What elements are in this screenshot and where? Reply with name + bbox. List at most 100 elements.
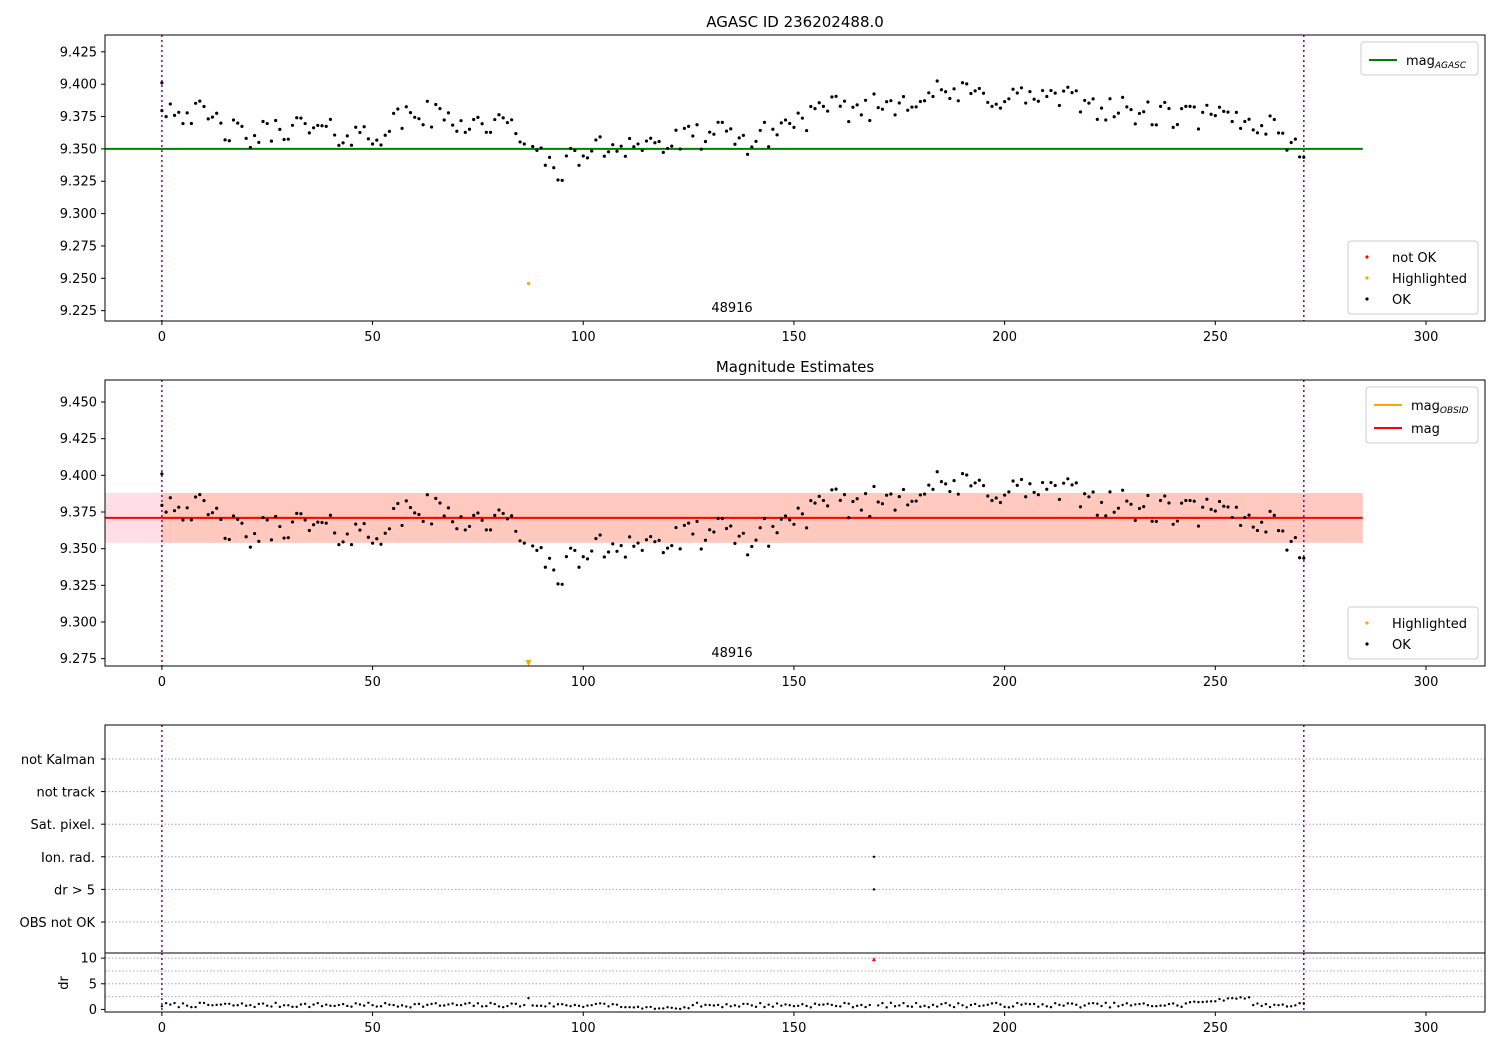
legend-label: Highlighted: [1392, 272, 1467, 287]
dr-point: [1222, 999, 1225, 1002]
data-point-ok: [699, 147, 703, 151]
data-point-ok: [906, 503, 910, 507]
data-point-ok: [531, 144, 535, 149]
dr-point: [834, 1004, 838, 1008]
data-point-ok: [745, 152, 750, 156]
data-point-ok: [290, 520, 295, 524]
dr-point: [792, 1004, 796, 1008]
x-tick-label: 150: [782, 1021, 807, 1036]
dr-point: [1146, 1003, 1150, 1007]
data-point-ok: [198, 492, 202, 497]
data-point-ok: [1095, 513, 1099, 517]
data-point-ok: [792, 522, 796, 526]
dr-point: [1235, 997, 1238, 1000]
data-point-ok: [379, 542, 383, 546]
data-point-ok: [927, 483, 931, 487]
data-point-ok: [349, 542, 354, 547]
data-point-ok: [472, 513, 476, 517]
data-point-ok: [893, 508, 897, 512]
data-point-ok: [653, 540, 657, 544]
data-point-ok: [1104, 118, 1108, 122]
data-point-ok: [1078, 110, 1083, 114]
dr-point: [1138, 1002, 1141, 1006]
data-point-ok: [451, 123, 455, 127]
data-point-ok: [880, 107, 885, 111]
data-point-ok: [800, 512, 804, 516]
legend-label: mag: [1411, 422, 1440, 437]
data-point-ok: [1091, 490, 1095, 494]
data-point-ok: [286, 536, 290, 540]
dr-point: [1289, 1005, 1293, 1008]
dr-point: [754, 1005, 758, 1009]
dr-point: [594, 1002, 598, 1006]
flag-label: dr > 5: [54, 883, 95, 898]
dr-point: [544, 1005, 547, 1008]
data-point-ok: [965, 82, 969, 86]
dr-point: [1062, 1004, 1065, 1007]
data-point-ok: [863, 98, 868, 102]
dr-point: [973, 1002, 977, 1006]
data-point-ok: [1251, 525, 1255, 529]
data-point-ok: [467, 127, 472, 131]
data-point-ok: [413, 115, 417, 119]
data-point-ok: [939, 480, 944, 484]
dr-point: [1171, 1002, 1175, 1005]
data-point-ok: [497, 508, 501, 512]
dr-point: [497, 1005, 501, 1008]
data-point-ok: [800, 116, 804, 120]
dr-point: [1100, 1004, 1103, 1008]
data-point-ok: [628, 136, 632, 141]
dr-point: [1277, 1003, 1280, 1007]
data-point-ok: [1205, 497, 1209, 501]
data-point-ok: [935, 79, 939, 83]
data-point-ok: [1289, 140, 1293, 145]
dr-point: [750, 1004, 754, 1007]
data-point-ok: [636, 142, 640, 146]
dr-point: [443, 1004, 446, 1007]
data-point-ok: [1116, 111, 1121, 115]
dr-point: [569, 1004, 572, 1008]
dr-point: [1163, 1004, 1166, 1007]
data-point-ok: [1019, 477, 1024, 482]
dr-point: [223, 1002, 227, 1005]
data-point-ok: [463, 130, 467, 134]
data-point-ok: [1222, 109, 1226, 114]
data-point-ok: [392, 506, 396, 511]
data-point-ok: [522, 142, 526, 146]
data-point-ok: [577, 565, 581, 569]
dr-point: [893, 1005, 897, 1008]
dr-point: [215, 1003, 218, 1007]
y-tick-label: 9.300: [60, 207, 97, 222]
data-point-ok: [1192, 105, 1196, 109]
dr-point: [438, 1004, 442, 1007]
dr-point: [337, 1003, 341, 1007]
x-tick-label: 300: [1414, 675, 1439, 690]
dr-point: [169, 1003, 172, 1006]
data-point-ok: [316, 520, 320, 524]
data-point-ok: [939, 88, 944, 92]
dr-point: [1032, 1002, 1036, 1006]
dr-point: [577, 1004, 581, 1008]
data-point-ok: [514, 529, 518, 533]
data-point-ok: [349, 143, 354, 147]
flag-label: Ion. rad.: [41, 851, 95, 866]
dr-point: [771, 1005, 775, 1008]
dr-point: [560, 1002, 564, 1006]
data-point-ok: [295, 116, 299, 120]
data-point-ok: [876, 500, 880, 504]
data-point-ok: [560, 178, 564, 182]
dr-point: [1201, 1000, 1204, 1004]
dr-point: [1016, 1001, 1019, 1005]
data-point-ok: [640, 548, 644, 553]
y-tick-label: 9.350: [60, 142, 97, 157]
x-tick-label: 150: [782, 330, 807, 345]
data-point-ok: [210, 511, 215, 515]
data-point-ok: [944, 90, 948, 94]
dr-point: [202, 1001, 206, 1005]
data-point-ok: [172, 113, 177, 117]
legend-label: OK: [1392, 293, 1411, 308]
data-point-ok: [729, 127, 733, 131]
data-point-ok: [733, 541, 737, 545]
dr-point: [1176, 1004, 1179, 1007]
data-point-ok: [320, 124, 324, 128]
